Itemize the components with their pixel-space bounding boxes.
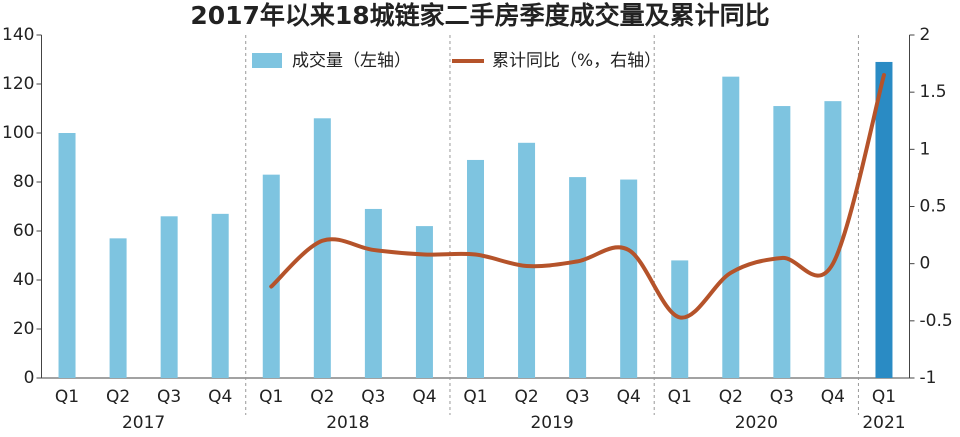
group-label: 2017 [122, 413, 165, 433]
bar [211, 213, 229, 378]
x-tick-label: Q4 [208, 387, 232, 407]
group-label: 2020 [735, 413, 778, 433]
x-tick-label: Q4 [617, 387, 641, 407]
chart-title: 2017年以来18城链家二手房季度成交量及累计同比 [190, 1, 769, 30]
bar [467, 159, 484, 378]
y2-tick-label: 0 [920, 254, 931, 274]
x-tick-label: Q1 [668, 387, 692, 407]
bar [109, 238, 127, 378]
bar [313, 118, 331, 379]
y-tick-label: 60 [13, 221, 35, 241]
bar [722, 76, 740, 379]
x-tick-label: Q1 [259, 387, 283, 407]
x-tick-label: Q1 [55, 387, 79, 407]
bar [620, 179, 638, 378]
bar [875, 61, 893, 378]
x-tick-label: Q4 [821, 387, 845, 407]
group-label: 2019 [530, 413, 573, 433]
y2-tick-label: 2 [920, 25, 931, 45]
y2-tick-label: -1 [920, 368, 937, 388]
bar [364, 208, 382, 378]
bar [415, 226, 433, 378]
x-tick-label: Q3 [566, 387, 590, 407]
x-tick-label: Q1 [463, 387, 487, 407]
y2-tick-label: 1 [920, 139, 931, 159]
line [269, 73, 886, 320]
x-tick-label: Q2 [719, 387, 743, 407]
group-label: 2018 [326, 413, 369, 433]
bar [569, 177, 587, 378]
bar [518, 142, 536, 378]
y-tick-label: 0 [24, 368, 35, 388]
legend-label: 成交量（左轴） [292, 51, 411, 71]
y-tick-label: 40 [13, 270, 35, 290]
x-tick-label: Q4 [412, 387, 436, 407]
x-tick-label: Q3 [361, 387, 385, 407]
y2-tick-label: 1.5 [920, 82, 947, 102]
bar [160, 216, 178, 378]
group-label: 2021 [862, 413, 905, 433]
bar [58, 133, 76, 378]
x-tick-label: Q1 [872, 387, 896, 407]
x-tick-label: Q2 [106, 387, 130, 407]
bar [262, 174, 280, 378]
y-tick-label: 100 [2, 123, 34, 143]
legend-label: 累计同比（%，右轴） [492, 51, 661, 71]
x-tick-label: Q2 [514, 387, 538, 407]
x-tick-label: Q3 [157, 387, 181, 407]
bar [773, 106, 791, 379]
x-tick-label: Q3 [770, 387, 794, 407]
legend-swatch [252, 53, 282, 68]
y-tick-label: 120 [2, 74, 34, 94]
y-tick-label: 140 [2, 25, 34, 45]
y2-tick-label: -0.5 [920, 311, 953, 331]
y-tick-label: 20 [13, 319, 35, 339]
bar [824, 101, 842, 379]
x-tick-label: Q2 [310, 387, 334, 407]
y-tick-label: 80 [13, 172, 35, 192]
y2-tick-label: 0.5 [920, 197, 947, 217]
